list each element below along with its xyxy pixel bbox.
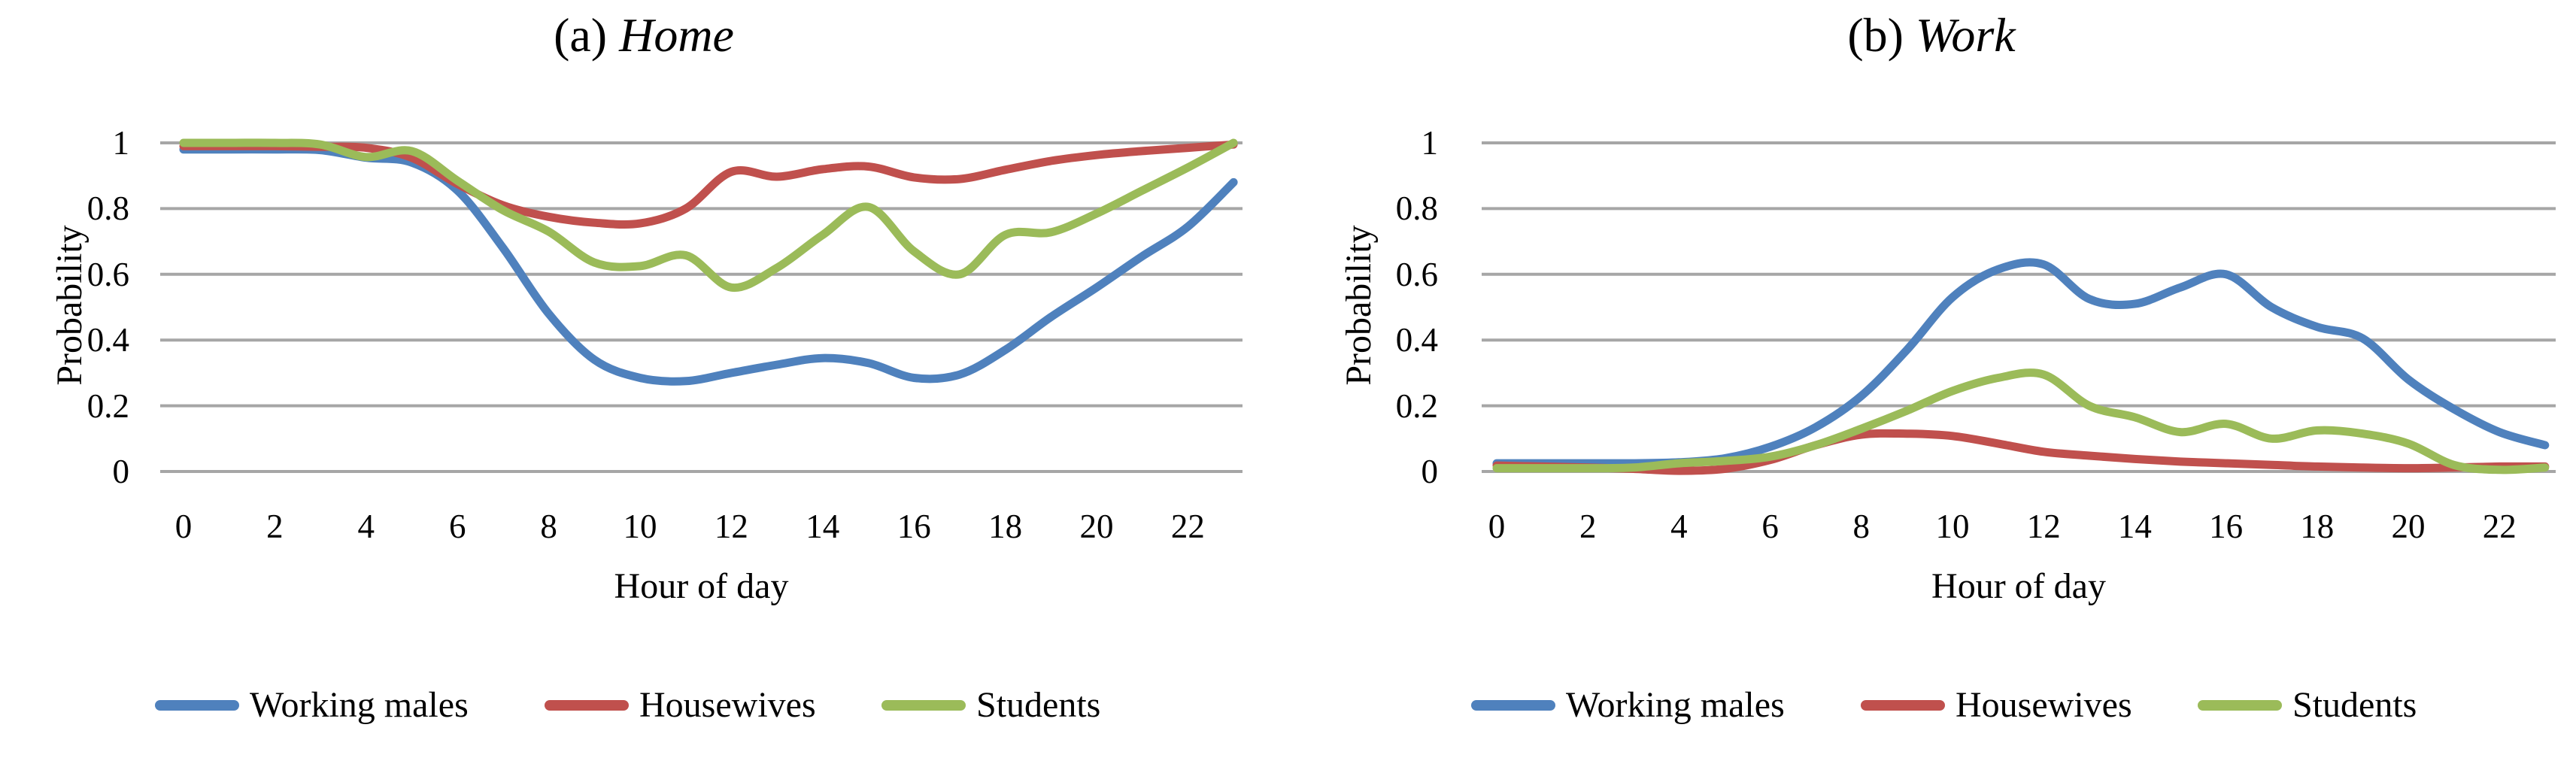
x-tick-label: 4 (357, 508, 375, 545)
x-tick-label: 12 (2026, 508, 2061, 545)
x-tick-label: 10 (623, 508, 657, 545)
legend-swatch-working-males (1471, 700, 1555, 711)
series-line-housewives (179, 140, 1238, 229)
x-tick-label: 12 (714, 508, 748, 545)
y-tick-label: 0.2 (86, 387, 129, 425)
y-tick-label: 0.4 (86, 321, 129, 359)
chart-title-prefix: (b) (1847, 8, 1904, 62)
legend-label: Students (2292, 685, 2417, 725)
x-tick-label: 22 (1170, 508, 1205, 545)
chart-title-word: Home (619, 8, 734, 62)
y-tick-label: 0.8 (86, 189, 129, 228)
legend-label: Working males (250, 685, 469, 725)
x-tick-label: 18 (988, 508, 1023, 545)
legend-swatch-housewives (1861, 700, 1945, 711)
x-tick-label: 0 (1488, 508, 1506, 545)
x-tick-label: 20 (2391, 508, 2426, 545)
legend-swatch-students (2198, 700, 2282, 711)
x-tick-label: 0 (174, 508, 193, 545)
x-tick-label: 8 (1852, 508, 1871, 545)
legend-item-working-males: Working males (155, 683, 469, 728)
series-line-housewives (1492, 429, 2550, 475)
series-line-students (1492, 368, 2550, 474)
y-tick-label: 0.8 (1395, 189, 1438, 228)
series-line-students (179, 138, 1238, 292)
legend-item-students: Students (2198, 683, 2417, 728)
y-axis-title-home: Probability (50, 225, 90, 386)
legend-swatch-working-males (155, 700, 239, 711)
x-tick-label: 8 (540, 508, 557, 545)
y-tick-label: 0.4 (1395, 321, 1438, 359)
y-tick-label: 0.2 (1395, 387, 1438, 425)
y-tick-label: 0 (112, 453, 130, 490)
legend-label: Housewives (1956, 685, 2132, 725)
x-tick-label: 22 (2482, 508, 2517, 545)
legend-swatch-students (881, 700, 966, 711)
chart-home: (a) Home Probability Hour of day 1 0.8 0.6… (50, 8, 1242, 728)
legend-item-housewives: Housewives (1861, 683, 2132, 728)
y-tick-label: 0 (1421, 453, 1439, 490)
y-tick-label: 0.6 (86, 255, 129, 293)
chart-title-work: (b) Work (1668, 8, 2195, 63)
y-tick-label: 1 (1421, 124, 1439, 162)
x-tick-label: 6 (448, 508, 466, 545)
chart-title-prefix: (a) (554, 8, 608, 62)
legend-label: Students (976, 685, 1101, 725)
x-axis-title-work: Hour of day (1931, 566, 2106, 606)
x-tick-label: 20 (1079, 508, 1114, 545)
x-tick-label: 16 (2209, 508, 2244, 545)
legend-item-students: Students (881, 683, 1100, 728)
y-axis-title-work: Probability (1339, 225, 1379, 386)
legend-item-working-males: Working males (1471, 683, 1785, 728)
x-tick-label: 14 (2117, 508, 2152, 545)
legend-item-housewives: Housewives (545, 683, 816, 728)
x-tick-label: 16 (897, 508, 931, 545)
x-tick-label: 14 (806, 508, 840, 545)
legend-swatch-housewives (545, 700, 629, 711)
y-tick-label: 1 (112, 124, 130, 162)
x-tick-label: 4 (1670, 508, 1688, 545)
x-tick-label: 18 (2300, 508, 2335, 545)
legend-label: Housewives (639, 685, 816, 725)
chart-work: (b) Work Probability Hour of day 1 0.8 0.6… (1288, 0, 2576, 764)
series-line-working-males (1492, 258, 2550, 468)
x-axis-title-home: Hour of day (614, 566, 789, 606)
chart-title-home: (a) Home (381, 8, 907, 63)
chart-title-word: Work (1915, 8, 2016, 62)
x-tick-label: 6 (1761, 508, 1779, 545)
x-tick-label: 2 (1579, 508, 1597, 545)
y-tick-label: 0.6 (1395, 255, 1438, 293)
plot-area-work (1482, 141, 2556, 475)
plot-area-home (160, 138, 1242, 473)
legend-label: Working males (1566, 685, 1785, 725)
x-tick-label: 10 (1935, 508, 1970, 545)
x-tick-label: 2 (266, 508, 284, 545)
